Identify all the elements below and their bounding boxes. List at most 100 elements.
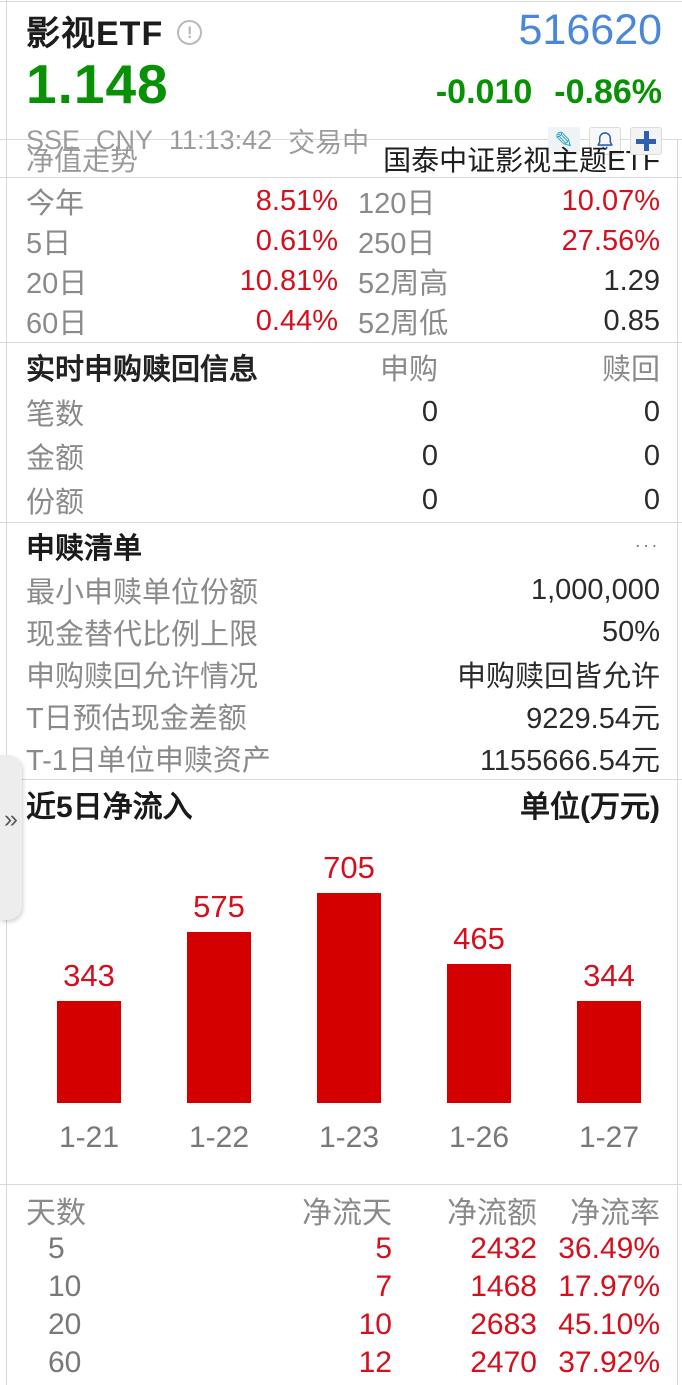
list-item-value: 1,000,000 xyxy=(530,573,660,606)
bar-value-label: 343 xyxy=(63,958,115,993)
perf-label: 今年 xyxy=(26,188,85,220)
performance-row: 今年 8.51% 120日 10.07% xyxy=(26,180,660,221)
bar-chart[interactable]: 343 575 705 465 344 xyxy=(0,828,682,1103)
cell-days: 5 xyxy=(48,1232,65,1265)
table-header-row: 天数 净流天 净流额 净流率 xyxy=(26,1188,660,1230)
redeem-value: 0 xyxy=(643,483,660,516)
subscribe-value: 0 xyxy=(421,483,438,516)
bar-value-label: 705 xyxy=(323,850,375,885)
perf-value: 27.56% xyxy=(561,224,660,257)
net-inflow-chart-section: 近5日净流入 单位(万元) 343 575 705 465 344 1-21 1-22 1-… xyxy=(0,780,682,1185)
subscribe-value: 0 xyxy=(421,395,438,428)
realtime-row-label: 份额 xyxy=(26,487,85,519)
list-item-label: T日预估现金差额 xyxy=(26,703,247,735)
chart-title: 近5日净流入 xyxy=(26,791,193,824)
column-header-net-flow-amount: 净流额 xyxy=(447,1197,537,1230)
cell-days: 20 xyxy=(48,1308,82,1341)
performance-row: 60日 0.44% 52周低 0.85 xyxy=(26,300,660,341)
list-item: 现金替代比例上限 50% xyxy=(26,611,660,653)
realtime-row: 金额 0 0 xyxy=(26,434,660,478)
currency-label: CNY xyxy=(96,125,154,155)
column-header-net-flow-rate: 净流率 xyxy=(570,1197,660,1230)
chart-column: 343 xyxy=(24,958,154,1103)
bar-value-label: 465 xyxy=(453,921,505,956)
realtime-header: 实时申购赎回信息 申购 赎回 xyxy=(26,343,660,390)
bar xyxy=(577,1001,641,1103)
chart-header: 近5日净流入 单位(万元) xyxy=(0,780,682,828)
column-subscribe: 申购 xyxy=(379,353,438,386)
perf-value: 1.29 xyxy=(603,264,660,297)
cell-net-flow-days: 5 xyxy=(375,1232,392,1265)
list-item: T日预估现金差额 9229.54元 xyxy=(26,695,660,737)
list-item-value: 9229.54元 xyxy=(526,703,660,735)
perf-value: 10.07% xyxy=(561,184,660,217)
bell-icon xyxy=(597,131,613,150)
add-to-watchlist-button[interactable] xyxy=(630,126,662,155)
market-status: 交易中 xyxy=(288,128,370,158)
perf-value: 0.61% xyxy=(255,224,338,257)
etf-code: 516620 xyxy=(518,6,663,54)
cell-net-flow-days: 12 xyxy=(358,1346,392,1379)
exchange-label: SSE xyxy=(26,125,81,155)
chevron-right-icon: » xyxy=(4,805,18,833)
cell-net-flow-amount: 2470 xyxy=(470,1346,537,1379)
realtime-section: 实时申购赎回信息 申购 赎回 笔数 0 0 金额 0 0 份额 0 0 xyxy=(0,343,682,523)
quote-time: 11:13:42 xyxy=(169,125,273,155)
cell-net-flow-rate: 17.97% xyxy=(558,1270,660,1303)
cell-net-flow-rate: 36.49% xyxy=(558,1232,660,1265)
list-item: 申购赎回允许情况 申购赎回皆允许 xyxy=(26,653,660,695)
cell-net-flow-days: 10 xyxy=(358,1308,392,1341)
perf-label: 52周低 xyxy=(358,308,449,340)
perf-value: 10.81% xyxy=(239,264,338,297)
purchase-list-header: 申赎清单 ... xyxy=(26,523,660,569)
chart-x-axis: 1-21 1-22 1-23 1-26 1-27 xyxy=(0,1103,682,1185)
performance-row: 20日 10.81% 52周高 1.29 xyxy=(26,260,660,301)
realtime-row: 份额 0 0 xyxy=(26,478,660,522)
realtime-row: 笔数 0 0 xyxy=(26,390,660,434)
chart-column: 575 xyxy=(154,889,284,1103)
cell-net-flow-rate: 37.92% xyxy=(558,1346,660,1379)
subscribe-value: 0 xyxy=(421,439,438,472)
cell-net-flow-amount: 2683 xyxy=(470,1308,537,1341)
column-header-net-flow-days: 净流天 xyxy=(302,1197,392,1230)
column-redeem: 赎回 xyxy=(601,353,660,386)
info-icon[interactable]: ! xyxy=(177,20,203,45)
chart-column: 344 xyxy=(544,958,674,1103)
pencil-icon: ✎ xyxy=(554,127,574,153)
x-axis-label: 1-27 xyxy=(578,1121,640,1154)
cell-net-flow-days: 7 xyxy=(375,1270,392,1303)
chart-column: 705 xyxy=(284,850,414,1103)
x-axis-label: 1-26 xyxy=(448,1121,510,1154)
redeem-value: 0 xyxy=(643,395,660,428)
perf-value: 0.85 xyxy=(603,304,660,337)
list-item-label: T-1日单位申赎资产 xyxy=(26,745,271,777)
perf-label: 250日 xyxy=(358,228,436,260)
more-button[interactable]: ... xyxy=(635,531,660,552)
perf-label: 120日 xyxy=(358,188,436,220)
perf-value: 0.44% xyxy=(255,304,338,337)
x-axis-label: 1-21 xyxy=(58,1121,120,1154)
performance-row: 5日 0.61% 250日 27.56% xyxy=(26,220,660,261)
alert-button[interactable] xyxy=(589,126,621,155)
net-flow-table: 天数 净流天 净流额 净流率 5 5 2432 36.49% 10 7 1468… xyxy=(0,1185,682,1385)
cell-net-flow-rate: 45.10% xyxy=(558,1308,660,1341)
etf-name: 影视ETF xyxy=(26,15,164,53)
list-item-value: 50% xyxy=(601,615,660,648)
edit-button[interactable]: ✎ xyxy=(548,126,580,155)
realtime-row-label: 金额 xyxy=(26,443,85,475)
chart-column: 465 xyxy=(414,921,544,1103)
perf-value: 8.51% xyxy=(255,184,338,217)
list-item: 最小申赎单位份额 1,000,000 xyxy=(26,569,660,611)
bar xyxy=(317,893,381,1103)
table-row: 60 12 2470 37.92% xyxy=(26,1344,660,1382)
x-axis-label: 1-22 xyxy=(188,1121,250,1154)
top-border xyxy=(0,1,682,2)
nav-tab-nav-trend[interactable]: 净值走势 xyxy=(26,144,139,176)
nav-row: 净值走势 国泰中证影视主题ETF xyxy=(0,139,682,178)
cell-days: 60 xyxy=(48,1346,82,1379)
perf-label: 20日 xyxy=(26,268,88,300)
price-change: -0.010 xyxy=(435,73,533,111)
side-panel-toggle[interactable]: » xyxy=(0,755,22,920)
purchase-list-section: 申赎清单 ... 最小申赎单位份额 1,000,000 现金替代比例上限 50%… xyxy=(0,523,682,780)
